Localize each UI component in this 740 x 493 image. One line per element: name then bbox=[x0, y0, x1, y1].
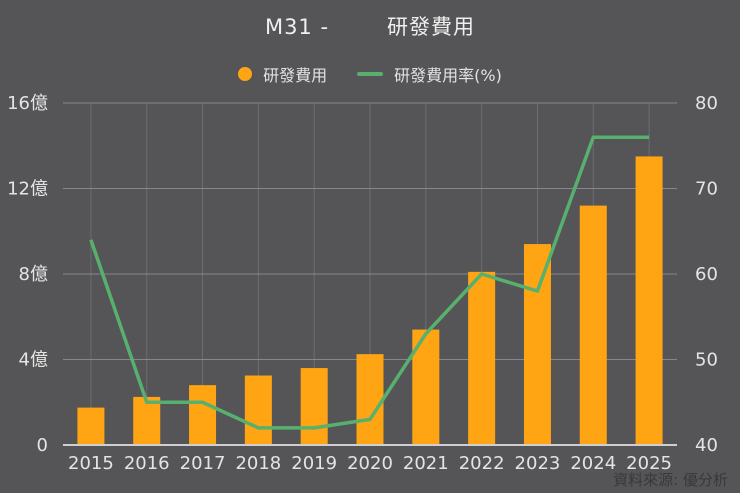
bar-2020 bbox=[356, 354, 384, 445]
legend: 研發費用 研發費用率(%) bbox=[0, 62, 740, 86]
x-axis-label-2017: 2017 bbox=[180, 453, 226, 474]
legend-label-bar: 研發費用 bbox=[263, 66, 328, 85]
y-axis-right-label-70: 70 bbox=[695, 179, 718, 200]
x-axis-label-2020: 2020 bbox=[347, 453, 393, 474]
bar-2023 bbox=[523, 244, 551, 445]
source-attribution: 資料來源: 優分析 bbox=[613, 471, 728, 489]
x-axis-label-2016: 2016 bbox=[124, 453, 170, 474]
chart-title-company: M31 - bbox=[264, 15, 330, 39]
y-axis-left-label-0: 0 bbox=[37, 435, 48, 456]
x-axis-label-2018: 2018 bbox=[235, 453, 281, 474]
x-axis-label-2025: 2025 bbox=[626, 453, 672, 474]
line-icon bbox=[357, 72, 384, 76]
bar-2017 bbox=[189, 385, 217, 445]
legend-label-line: 研發費用率(%) bbox=[394, 66, 502, 85]
x-axis-label-2019: 2019 bbox=[291, 453, 337, 474]
y-axis-left-label-16億: 16億 bbox=[7, 93, 48, 114]
bar-2016 bbox=[133, 396, 161, 445]
bar-2024 bbox=[579, 205, 607, 445]
x-axis-label-2022: 2022 bbox=[459, 453, 505, 474]
circle-icon bbox=[238, 67, 253, 81]
y-axis-right-label-40: 40 bbox=[695, 435, 718, 456]
legend-item-bar[interactable]: 研發費用 bbox=[238, 62, 327, 86]
y-axis-right-label-60: 60 bbox=[695, 264, 718, 285]
chart-title: M31 - 研發費用 bbox=[0, 11, 740, 41]
x-axis-label-2024: 2024 bbox=[570, 453, 616, 474]
y-axis-left-label-12億: 12億 bbox=[7, 179, 48, 200]
legend-item-line[interactable]: 研發費用率(%) bbox=[357, 62, 502, 86]
y-axis-right-label-50: 50 bbox=[695, 350, 718, 371]
y-axis-right-label-80: 80 bbox=[695, 93, 718, 114]
x-axis-label-2021: 2021 bbox=[403, 453, 449, 474]
bar-2025 bbox=[635, 156, 663, 445]
chart-title-metric: 研發費用 bbox=[387, 15, 476, 39]
y-axis-left-label-4億: 4億 bbox=[19, 350, 48, 371]
bar-2015 bbox=[77, 407, 105, 445]
y-axis-left-label-8億: 8億 bbox=[19, 264, 48, 285]
x-axis-label-2023: 2023 bbox=[515, 453, 561, 474]
bar-2019 bbox=[300, 368, 328, 445]
x-axis-label-2015: 2015 bbox=[68, 453, 114, 474]
bar-2022 bbox=[468, 271, 496, 445]
bar-2018 bbox=[244, 375, 272, 445]
rate-line bbox=[89, 135, 650, 430]
